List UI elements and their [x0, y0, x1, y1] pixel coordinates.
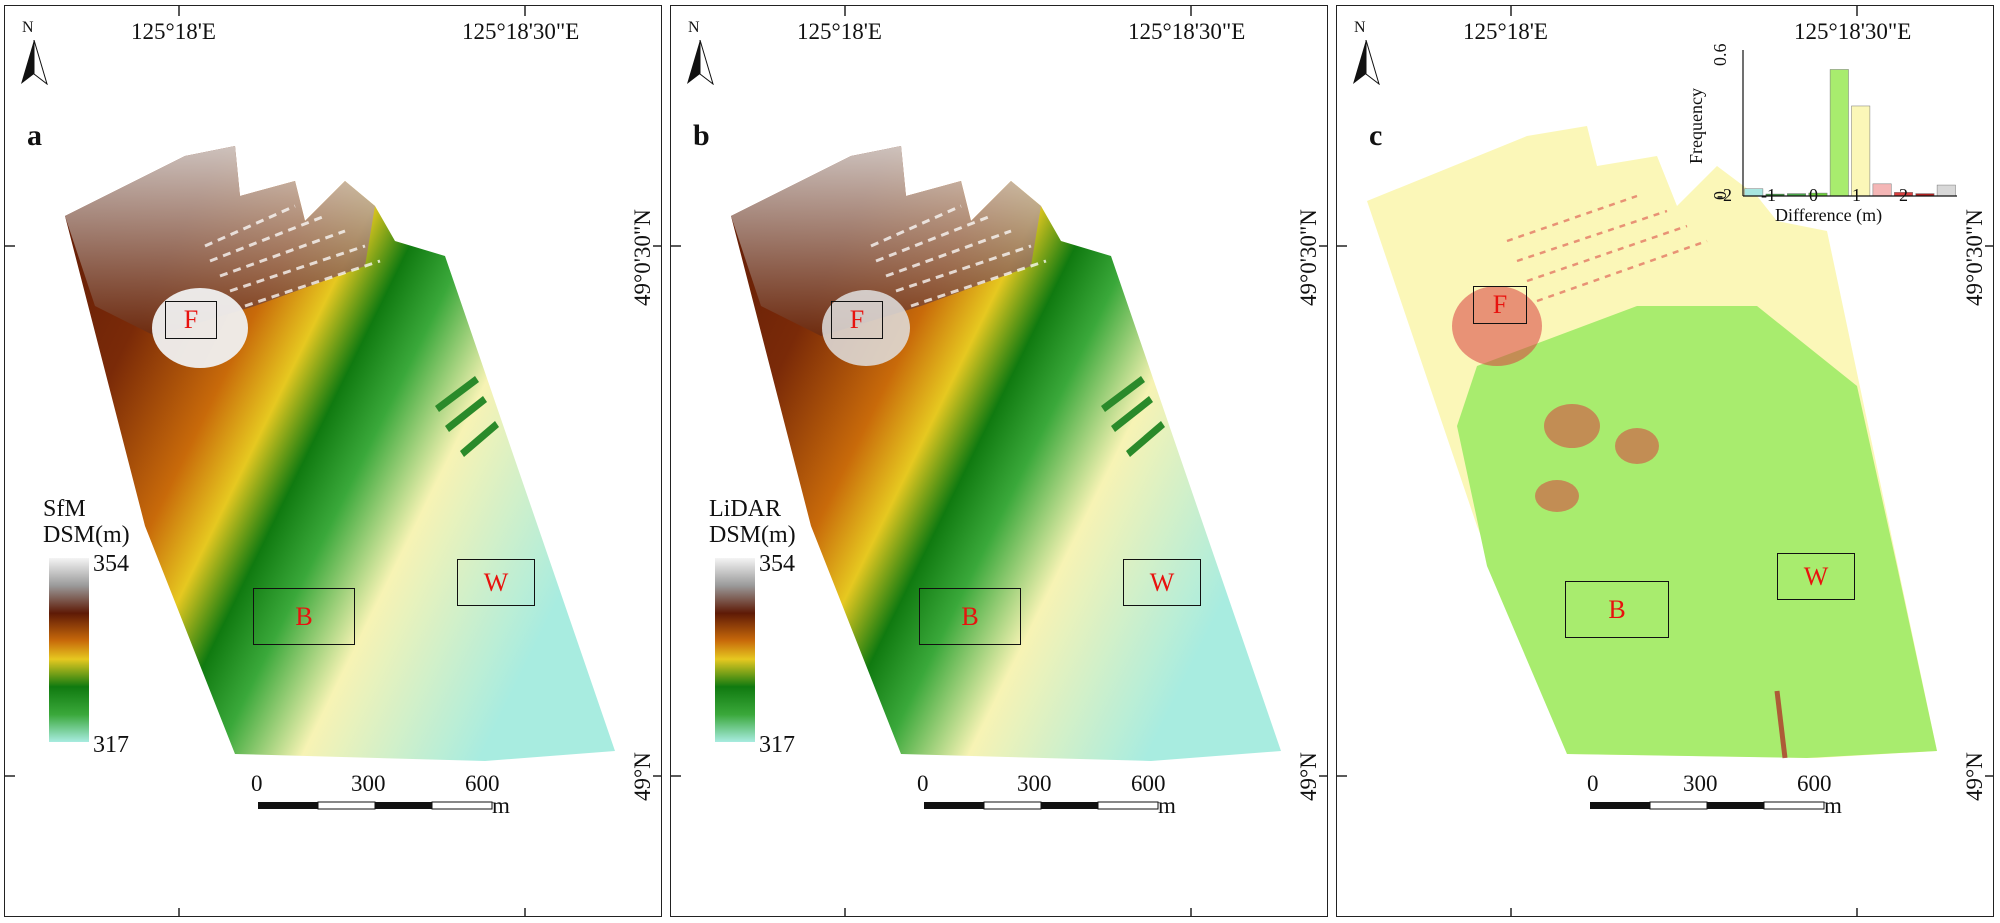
panel-b-map — [671, 6, 1327, 916]
lon-label-2: 125°18'30"E — [462, 19, 580, 44]
scale-tick-0: 0 — [251, 771, 263, 796]
lon-label-1: 125°18'E — [797, 19, 882, 44]
lat-label-2: 49°N — [1962, 752, 1987, 801]
histogram-bars — [1744, 69, 1956, 197]
lon-label-2: 125°18'30"E — [1794, 19, 1912, 44]
scale-tick-300: 300 — [1017, 771, 1052, 796]
north-label: N — [22, 19, 34, 36]
box-b: B — [253, 588, 355, 645]
scale-unit: m — [1824, 793, 1842, 818]
scale-tick-300: 300 — [351, 771, 386, 796]
box-w: W — [1123, 559, 1201, 606]
field-rows — [204, 204, 381, 308]
north-label: N — [688, 19, 700, 36]
legend-ramp — [715, 558, 755, 742]
panel-letter: b — [693, 119, 710, 152]
legend-max: 354 — [93, 551, 129, 577]
north-arrow-icon — [21, 40, 48, 85]
box-f: F — [165, 301, 217, 339]
histogram-y-tick-0: 0 — [1710, 191, 1730, 200]
panel-a-map — [5, 6, 661, 916]
box-b: B — [919, 588, 1021, 645]
legend-min: 317 — [93, 732, 129, 758]
scale-tick-300: 300 — [1683, 771, 1718, 796]
scale-tick-600: 600 — [1131, 771, 1166, 796]
scale-bar — [1590, 801, 1825, 810]
box-b: B — [1565, 581, 1669, 638]
north-arrow-icon — [1353, 40, 1380, 85]
box-w: W — [457, 559, 535, 606]
scale-bar — [258, 801, 493, 810]
difference-histogram — [1742, 50, 1957, 197]
histogram-x-tick-4: 1 — [1852, 185, 1861, 205]
field-rows — [870, 204, 1047, 308]
histogram-bar — [1936, 184, 1956, 197]
legend-min: 317 — [759, 732, 795, 758]
north-arrow-icon — [687, 40, 714, 85]
histogram-ylabel: Frequency — [1686, 88, 1706, 164]
lat-label-2: 49°N — [1296, 752, 1321, 801]
lat-label-1: 49°0'30"N — [1962, 209, 1987, 306]
bright-patch — [822, 290, 910, 366]
box-f: F — [1473, 286, 1527, 324]
panel-letter: c — [1369, 119, 1383, 152]
bright-patch — [152, 288, 248, 368]
panel-c-map — [1337, 6, 1993, 916]
legend-ramp — [49, 558, 89, 742]
scale-tick-0: 0 — [917, 771, 929, 796]
panel-letter: a — [27, 119, 42, 152]
scale-bar — [924, 801, 1159, 810]
lat-label-1: 49°0'30"N — [1296, 209, 1321, 306]
difference-hotspots — [1452, 286, 1659, 512]
panel-b: N 125°18'E 125°18'30"E 49°0'30"N 49°N b … — [670, 5, 1328, 917]
scale-unit: m — [492, 793, 510, 818]
box-f: F — [831, 301, 883, 339]
histogram-xlabel: Difference (m) — [1775, 205, 1883, 225]
lat-label-2: 49°N — [630, 752, 655, 801]
lon-label-1: 125°18'E — [1463, 19, 1548, 44]
histogram-bar — [1851, 105, 1871, 197]
histogram-x-tick-5: 2 — [1899, 185, 1908, 205]
scale-tick-600: 600 — [1797, 771, 1832, 796]
histogram-y-tick-max: 0.6 — [1710, 43, 1730, 67]
panel-a: N 125°18'E 125°18'30"E 49°0'30"N 49°N a … — [4, 5, 662, 917]
scale-unit: m — [1158, 793, 1176, 818]
north-label: N — [1354, 19, 1366, 36]
lat-label-1: 49°0'30"N — [630, 209, 655, 306]
legend-title: LiDAR DSM(m) — [709, 496, 796, 549]
histogram-bar — [1829, 69, 1849, 197]
scale-tick-0: 0 — [1587, 771, 1599, 796]
histogram-x-tick-1: -2 — [1717, 185, 1732, 205]
lon-label-1: 125°18'E — [131, 19, 216, 44]
legend-max: 354 — [759, 551, 795, 577]
panel-c: N 125°18'E 125°18'30"E 49°0'30"N 49°N c … — [1336, 5, 1994, 917]
lon-label-2: 125°18'30"E — [1128, 19, 1246, 44]
histogram-bar — [1872, 183, 1892, 197]
legend-title: SfM DSM(m) — [43, 496, 130, 549]
histogram-x-tick-2: -1 — [1761, 185, 1776, 205]
scale-tick-600: 600 — [465, 771, 500, 796]
box-w: W — [1777, 553, 1855, 600]
histogram-x-tick-3: 0 — [1809, 185, 1818, 205]
